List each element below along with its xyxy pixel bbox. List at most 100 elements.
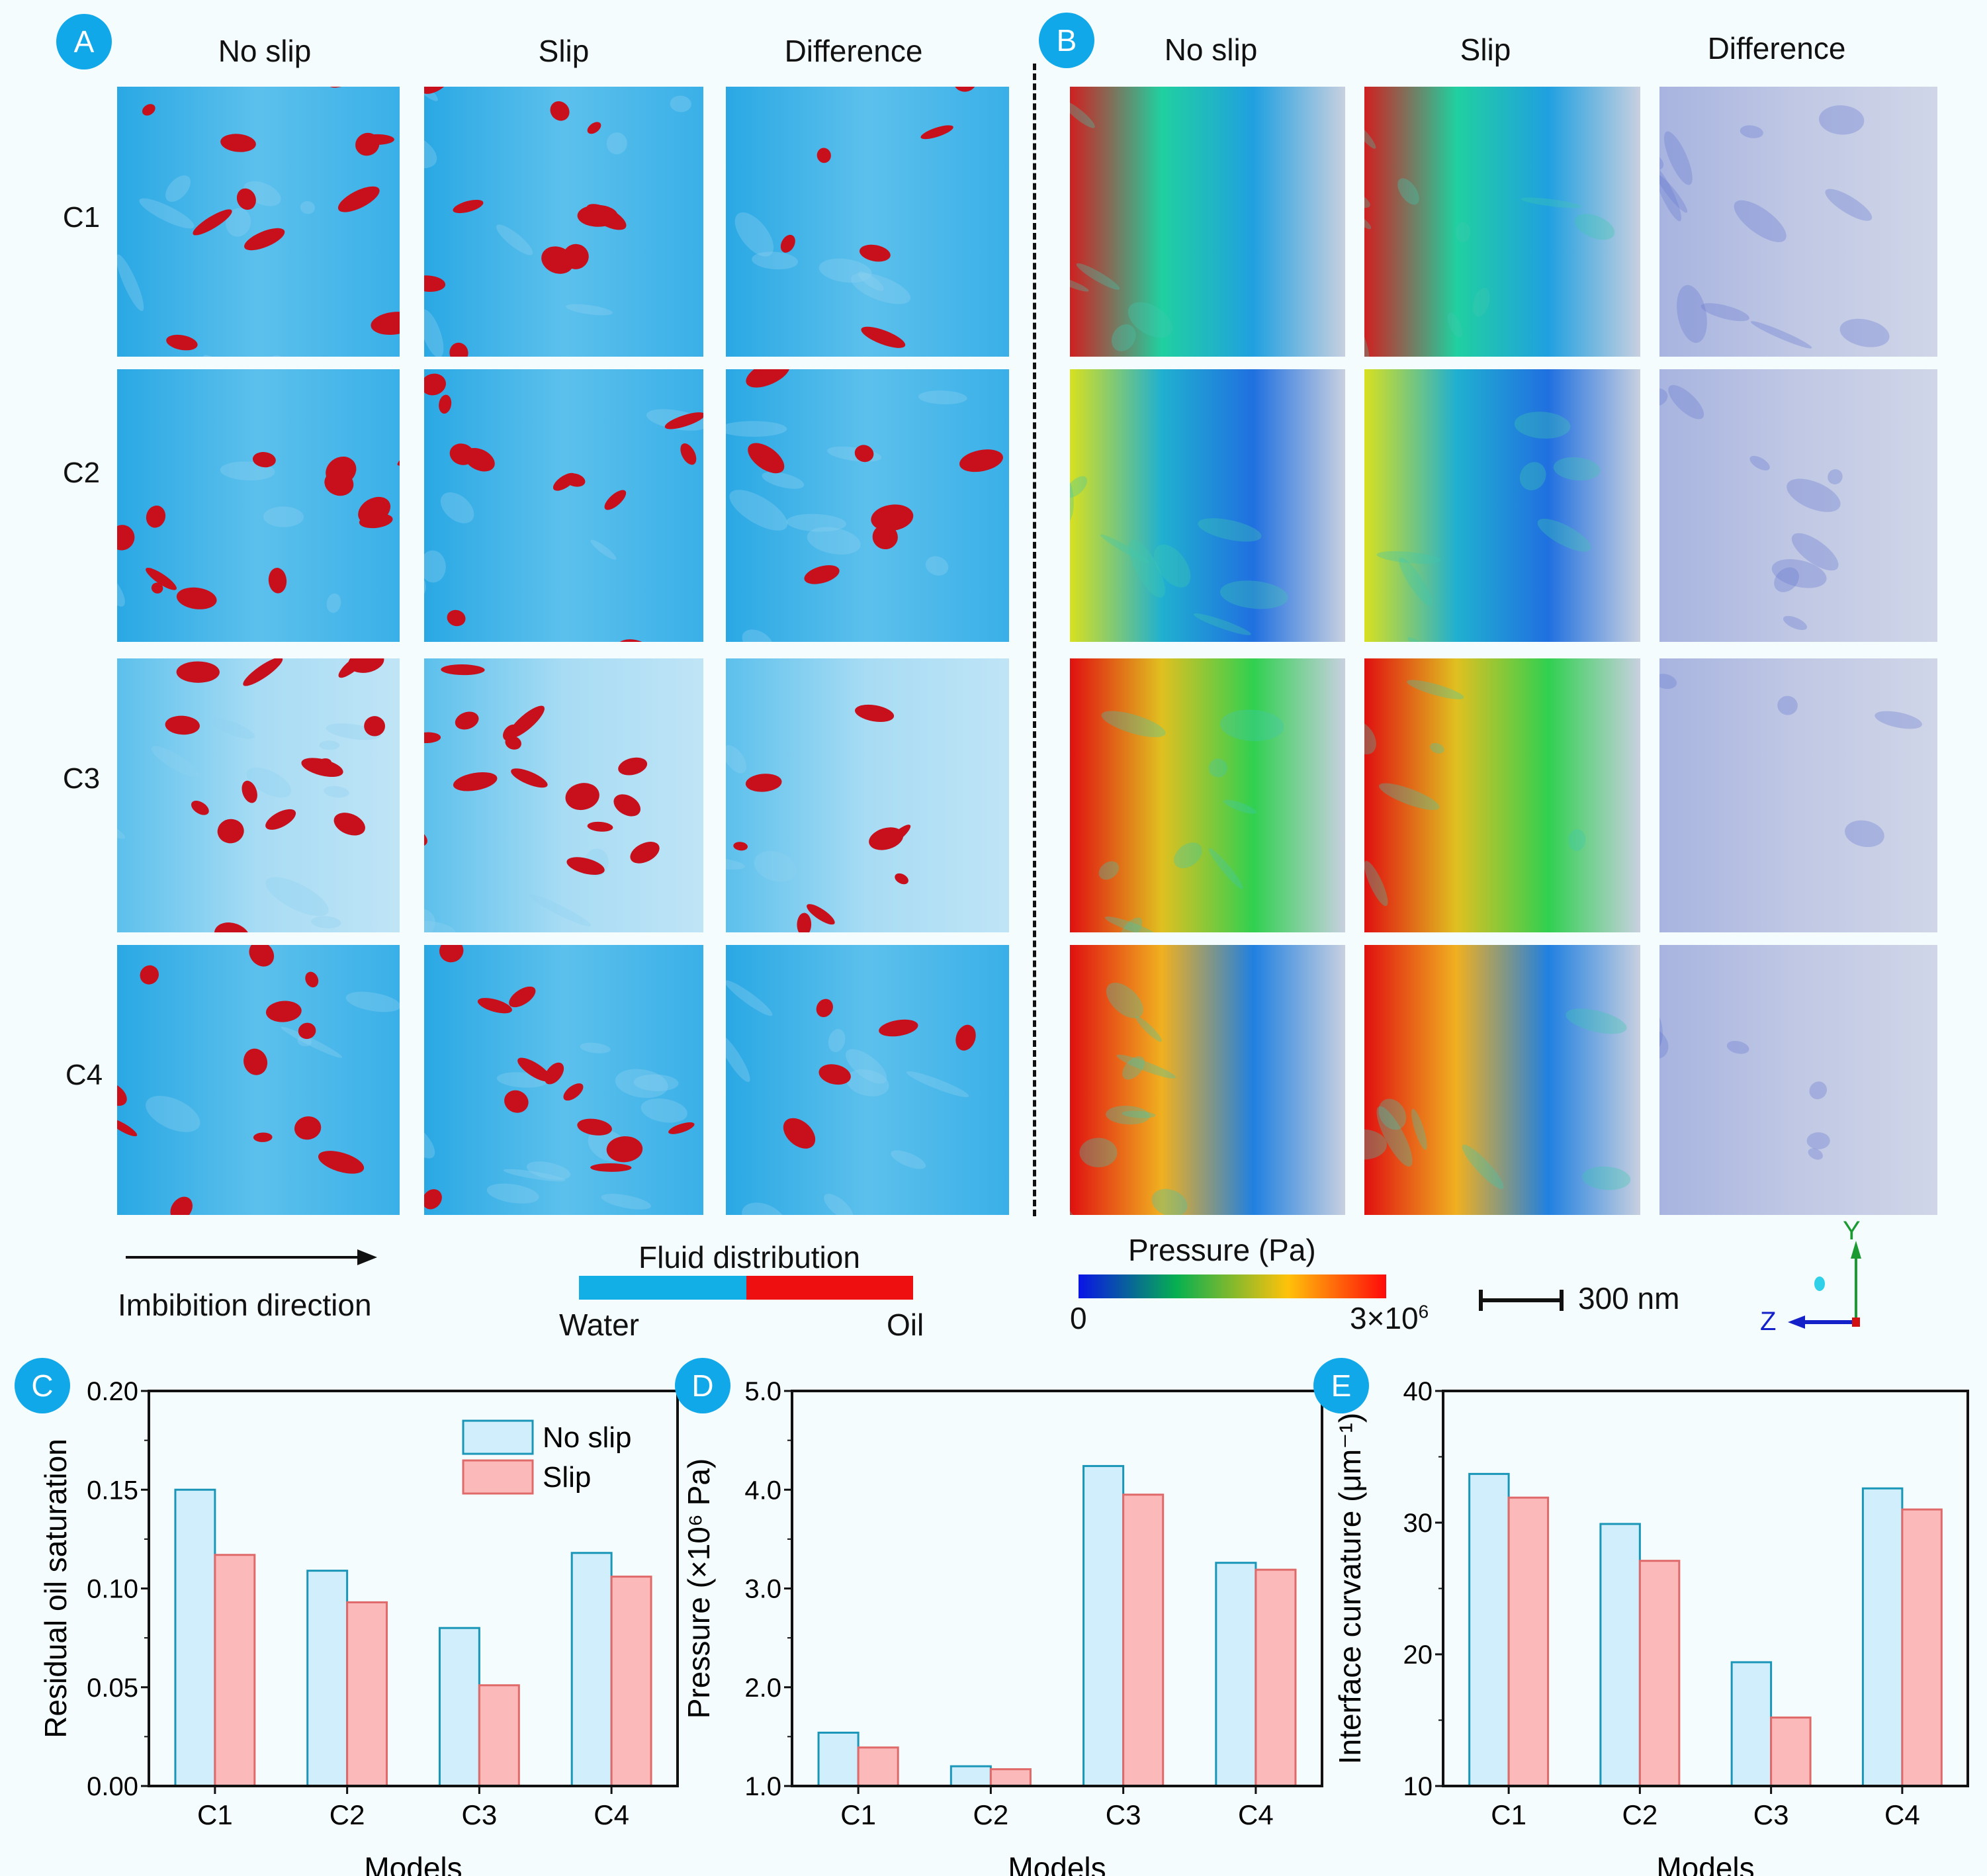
- bar-no-slip-c2: [306, 1570, 349, 1787]
- y-tick-label: 0.15: [87, 1476, 138, 1505]
- bar-slip-c4: [610, 1576, 652, 1787]
- panel-c-badge: C: [15, 1358, 70, 1413]
- water-swatch: [579, 1276, 746, 1300]
- pressure-image-c3-slip: [1364, 658, 1640, 932]
- bar-slip-c2: [989, 1768, 1032, 1787]
- bar-no-slip-c4: [570, 1552, 613, 1787]
- bar-slip-c2: [346, 1601, 388, 1787]
- row-label-c4: C4: [65, 1059, 103, 1091]
- fluid-image-c3-no-slip: [117, 658, 400, 932]
- pressure-image-c2-difference: [1659, 369, 1937, 642]
- imbibition-arrow-icon: [126, 1249, 377, 1265]
- pressure-image-c4-difference: [1659, 945, 1937, 1215]
- bar-slip-c3: [478, 1684, 520, 1787]
- y-tick-label: 30: [1403, 1509, 1433, 1538]
- bar-no-slip-c4: [1215, 1562, 1257, 1787]
- x-axis-title: Models: [364, 1851, 462, 1876]
- y-tick-label: 0.10: [87, 1575, 138, 1604]
- panel-a-badge: A: [56, 14, 112, 69]
- oil-label: Oil: [887, 1308, 924, 1342]
- y-tick-label: 1.0: [744, 1772, 781, 1801]
- legend-label-0: No slip: [543, 1421, 632, 1454]
- panel-d-badge: D: [675, 1358, 730, 1413]
- panel-b-col-difference: Difference: [1707, 31, 1846, 66]
- bar-slip-c4: [1901, 1508, 1943, 1787]
- panel-e-badge: E: [1313, 1358, 1369, 1413]
- legend-swatch-0: [462, 1419, 534, 1455]
- bar-slip-c1: [214, 1554, 256, 1787]
- y-tick-label: 20: [1403, 1640, 1433, 1670]
- bar-no-slip-c3: [1082, 1464, 1125, 1787]
- x-tick-label: C3: [1753, 1799, 1789, 1830]
- fluid-image-c1-no-slip: [117, 87, 400, 357]
- bar-no-slip-c1: [817, 1731, 860, 1787]
- fluid-image-c1-difference: [726, 87, 1009, 357]
- y-tick-label: 40: [1403, 1377, 1433, 1406]
- panel-a-col-slip: Slip: [538, 34, 590, 68]
- pressure-image-c1-slip: [1364, 87, 1640, 357]
- bar-slip-c2: [1638, 1560, 1681, 1787]
- bar-charts: 0.00 0.05 0.10 0.15 0.20 C1 C2 C3 C4 Models Residu…: [38, 1377, 1969, 1876]
- bar-slip-c4: [1255, 1568, 1297, 1787]
- row-label-c2: C2: [62, 457, 101, 489]
- x-tick-label: C4: [1884, 1799, 1920, 1830]
- x-tick-label: C4: [594, 1799, 629, 1830]
- bar-no-slip-c1: [174, 1488, 216, 1787]
- fluid-image-c4-slip: [424, 945, 703, 1215]
- imbibition-label: Imbibition direction: [118, 1288, 372, 1322]
- y-tick-label: 10: [1403, 1772, 1433, 1801]
- panel-b-col-slip: Slip: [1460, 32, 1511, 67]
- y-tick-label: 2.0: [744, 1674, 781, 1703]
- fluid-image-c4-difference: [726, 945, 1009, 1215]
- x-tick-label: C2: [973, 1799, 1009, 1830]
- pressure-max-label: 3×106: [1350, 1301, 1429, 1335]
- oil-swatch: [746, 1276, 913, 1300]
- pressure-image-c2-slip: [1364, 369, 1640, 642]
- axis-triad-icon: [1788, 1241, 1861, 1329]
- water-label: Water: [559, 1308, 639, 1342]
- fluid-image-c2-difference: [726, 369, 1009, 642]
- y-axis-title: Pressure (×10⁶ Pa): [682, 1458, 716, 1719]
- bar-no-slip-c3: [438, 1627, 480, 1787]
- pressure-image-c4-slip: [1364, 945, 1640, 1215]
- x-tick-label: C1: [1491, 1799, 1526, 1830]
- pressure-image-c1-no-slip: [1070, 87, 1345, 357]
- pressure-colorbar: [1079, 1274, 1386, 1298]
- bar-slip-c1: [857, 1746, 899, 1787]
- panel-b-badge: B: [1039, 13, 1094, 68]
- scale-bar-icon: [1479, 1290, 1564, 1311]
- y-tick-label: 5.0: [744, 1377, 781, 1406]
- fluid-image-c1-slip: [424, 87, 703, 357]
- fluid-image-c2-no-slip: [117, 369, 400, 642]
- scale-bar-label: 300 nm: [1578, 1281, 1680, 1316]
- x-tick-label: C3: [1106, 1799, 1141, 1830]
- legend-label-1: Slip: [543, 1461, 591, 1494]
- pressure-image-c1-difference: [1659, 87, 1937, 357]
- x-tick-label: C3: [462, 1799, 498, 1830]
- y-tick-label: 0.20: [87, 1377, 138, 1406]
- fluid-image-c2-slip: [424, 369, 703, 642]
- legend-swatch-1: [462, 1459, 534, 1495]
- fluid-colorbar: [579, 1276, 913, 1300]
- bar-slip-c3: [1770, 1717, 1812, 1787]
- y-tick-label: 4.0: [744, 1476, 781, 1505]
- fluid-image-c3-difference: [726, 658, 1009, 932]
- y-axis-title: Residual oil saturation: [38, 1439, 73, 1738]
- panel-a-col-difference: Difference: [784, 34, 923, 68]
- panel-divider: [1033, 64, 1036, 1216]
- row-label-c3: C3: [62, 762, 101, 795]
- bar-no-slip-c4: [1861, 1487, 1904, 1787]
- y-tick-label: 0.00: [87, 1772, 138, 1801]
- y-tick-label: 3.0: [744, 1575, 781, 1604]
- z-axis-label: Z: [1760, 1307, 1777, 1336]
- panel-b-col-no-slip: No slip: [1164, 32, 1258, 67]
- bar-no-slip-c1: [1468, 1472, 1510, 1787]
- bar-slip-c3: [1122, 1494, 1165, 1787]
- pressure-legend-title: Pressure (Pa): [1128, 1233, 1316, 1267]
- panel-a-col-no-slip: No slip: [218, 34, 312, 68]
- bar-no-slip-c3: [1730, 1661, 1773, 1787]
- x-tick-label: C1: [840, 1799, 876, 1830]
- fluid-legend-title: Fluid distribution: [639, 1240, 860, 1274]
- x-tick-label: C4: [1238, 1799, 1274, 1830]
- x-tick-label: C2: [330, 1799, 365, 1830]
